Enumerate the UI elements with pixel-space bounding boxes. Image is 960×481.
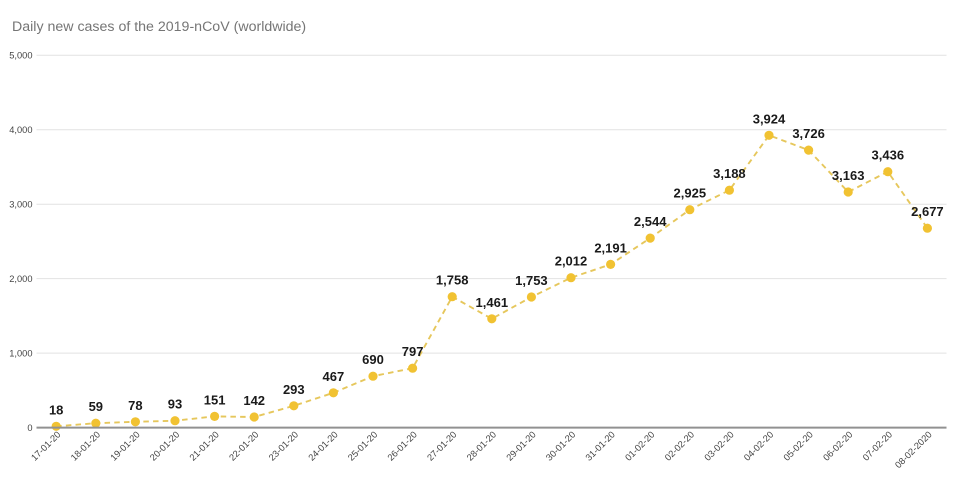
svg-text:3,436: 3,436	[872, 148, 905, 163]
svg-text:797: 797	[402, 344, 424, 359]
svg-text:293: 293	[283, 382, 305, 397]
svg-text:1,461: 1,461	[476, 295, 509, 310]
svg-text:0: 0	[27, 423, 32, 433]
svg-text:93: 93	[168, 397, 182, 412]
svg-text:3,163: 3,163	[832, 168, 865, 183]
svg-text:690: 690	[362, 352, 384, 367]
svg-text:2,012: 2,012	[555, 254, 588, 269]
svg-text:2,677: 2,677	[911, 204, 944, 219]
svg-text:59: 59	[89, 399, 103, 414]
svg-text:78: 78	[128, 398, 142, 413]
svg-text:18: 18	[49, 402, 63, 417]
svg-text:151: 151	[204, 392, 226, 407]
svg-text:2,000: 2,000	[9, 274, 32, 284]
svg-text:3,726: 3,726	[792, 126, 825, 141]
svg-text:3,924: 3,924	[753, 111, 786, 126]
svg-text:2,544: 2,544	[634, 214, 667, 229]
svg-text:1,000: 1,000	[9, 349, 32, 359]
svg-text:5,000: 5,000	[9, 51, 32, 61]
svg-text:4,000: 4,000	[9, 125, 32, 135]
svg-text:1,758: 1,758	[436, 273, 469, 288]
svg-text:Daily new cases of the 2019-nC: Daily new cases of the 2019-nCoV (worldw…	[12, 19, 306, 35]
svg-text:2,925: 2,925	[674, 186, 707, 201]
svg-text:467: 467	[323, 369, 345, 384]
svg-text:142: 142	[243, 393, 265, 408]
svg-text:3,000: 3,000	[9, 200, 32, 210]
svg-text:1,753: 1,753	[515, 273, 548, 288]
svg-text:3,188: 3,188	[713, 166, 746, 181]
svg-text:2,191: 2,191	[594, 240, 627, 255]
